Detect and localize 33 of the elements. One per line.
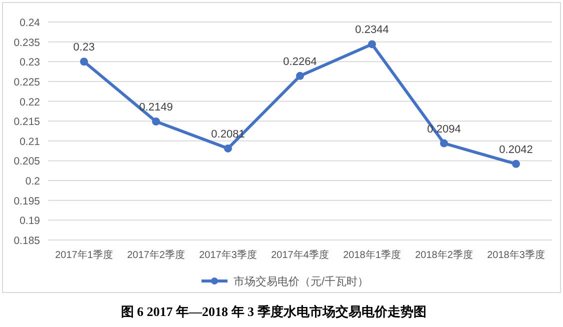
- y-tick-label: 0.2: [25, 176, 40, 188]
- point: [440, 139, 448, 148]
- point: [80, 58, 88, 66]
- x-tick-label: 2018年2季度: [415, 249, 473, 261]
- y-tick-label: 0.225: [14, 76, 40, 88]
- y-tick-label: 0.195: [14, 195, 40, 208]
- point: [152, 117, 160, 126]
- data-label: 0.2149: [139, 101, 173, 114]
- x-tick-label: 2017年4季度: [271, 249, 329, 261]
- x-tick-label: 2018年3季度: [487, 249, 545, 261]
- y-tick-label: 0.19: [20, 215, 40, 228]
- y-tick-label: 0.21: [20, 136, 40, 148]
- text: 图 6 2017 年—2018 年 3 季度水电市场交易电价走势图: [120, 304, 426, 319]
- x-tick-label: 2018年1季度: [343, 249, 401, 261]
- y-tick-label: 0.24: [20, 17, 40, 29]
- y-tick-label: 0.22: [20, 96, 40, 108]
- point: [224, 144, 232, 152]
- data-label: 0.2042: [499, 144, 533, 156]
- data-label: 0.2344: [355, 24, 389, 36]
- y-tick-label: 0.23: [20, 56, 40, 69]
- y-tick-label: 0.235: [14, 36, 40, 49]
- x-tick-label: 2017年2季度: [127, 249, 185, 261]
- data-label: 0.2264: [283, 56, 317, 68]
- x-tick-label: 2017年1季度: [55, 249, 113, 261]
- legend-label: 市场交易电价（元/千瓦时）: [234, 275, 369, 288]
- data-label: 0.23: [73, 42, 95, 54]
- point: [296, 72, 304, 80]
- point: [368, 40, 376, 48]
- y-tick-label: 0.215: [14, 116, 40, 128]
- point: [512, 160, 520, 168]
- x-tick-label: 2017年3季度: [199, 249, 257, 261]
- y-tick-label: 0.185: [14, 235, 40, 247]
- y-tick-label: 0.205: [14, 156, 40, 168]
